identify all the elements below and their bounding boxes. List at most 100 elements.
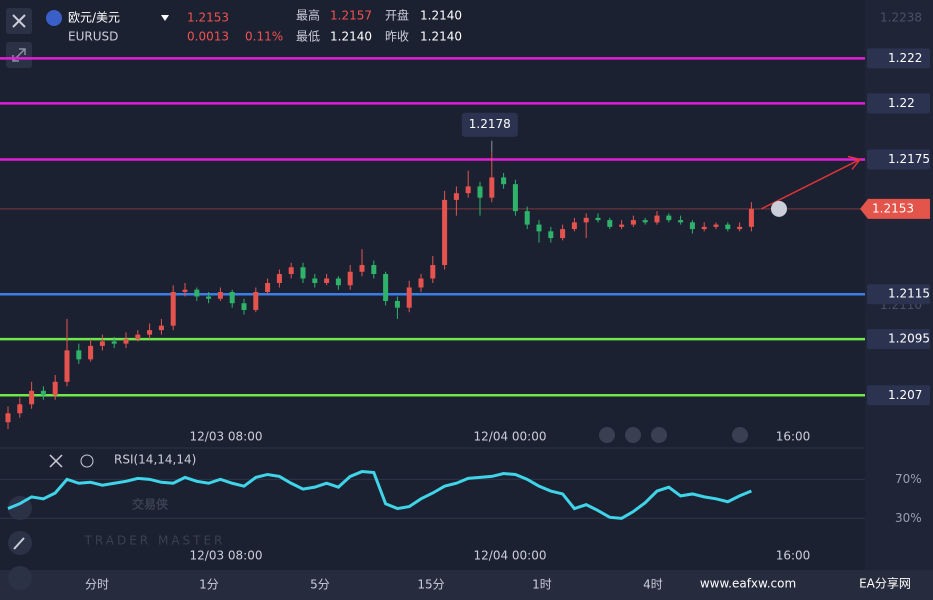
level-label-bg	[867, 149, 930, 170]
level-label: 1.22	[888, 96, 915, 110]
watermark-sub: TRADER MASTER	[84, 534, 226, 548]
nav-dot[interactable]	[599, 427, 615, 443]
candle-body	[335, 278, 341, 286]
candle-body	[229, 291, 235, 304]
candle-body	[217, 291, 223, 299]
candle-body	[300, 267, 306, 279]
candle-body	[430, 265, 436, 279]
candle-body	[206, 296, 212, 299]
instrument-name: 欧元/美元	[68, 11, 120, 25]
nav-dot[interactable]	[625, 427, 641, 443]
candle-body	[678, 220, 684, 223]
candle-body	[170, 291, 176, 326]
candle-body	[725, 224, 731, 230]
candle-body	[607, 220, 613, 227]
stat-label: 昨收	[385, 30, 409, 44]
level-label: 1.207	[888, 388, 922, 402]
price: 1.2153	[187, 11, 229, 25]
level-label-bg	[867, 48, 930, 69]
candle-body	[241, 303, 247, 310]
change: 0.0013	[187, 30, 229, 44]
candle-body	[359, 265, 365, 272]
watermark-logo: 交易侠	[132, 497, 169, 512]
stat-label: 开盘	[385, 8, 409, 23]
candle-body	[29, 390, 35, 405]
candle-body	[276, 274, 282, 283]
candle-body	[40, 390, 46, 396]
stat-value: 1.2140	[420, 9, 462, 23]
nav-dot[interactable]	[732, 427, 748, 443]
site-name: EA分享网	[859, 576, 911, 591]
candle-body	[560, 229, 566, 239]
level-label-bg	[867, 93, 930, 114]
candle-body	[5, 413, 11, 423]
timeframe-tab[interactable]: 1分	[199, 578, 219, 592]
candle-body	[64, 350, 70, 382]
max-label-bg	[461, 112, 518, 137]
rsi-settings[interactable]	[80, 454, 94, 468]
level-label: 1.2175	[888, 152, 930, 166]
timeframe-bar	[0, 570, 933, 600]
candle-body	[394, 300, 400, 308]
candle-body	[501, 177, 507, 185]
nav-dot[interactable]	[651, 427, 667, 443]
stat-value: 1.2140	[420, 30, 462, 44]
level-label: 1.2115	[888, 287, 930, 301]
rsi-tick-label: 70%	[895, 472, 922, 486]
level-label: 1.2095	[888, 332, 930, 346]
candle-body	[442, 199, 448, 266]
time-label: 12/04 00:00	[474, 430, 547, 444]
price-tag	[860, 198, 930, 219]
candle-body	[253, 291, 259, 310]
candle-body	[123, 339, 129, 344]
stat-value: 1.2157	[330, 9, 372, 23]
symbol: EURUSD	[68, 30, 118, 44]
candle-body	[489, 177, 495, 198]
flag	[46, 10, 62, 26]
stat-label: 最低	[296, 30, 320, 44]
candle-body	[88, 345, 94, 360]
timeframe-tab[interactable]: 15分	[417, 578, 444, 592]
candle-body	[347, 271, 353, 286]
stat-value: 1.2140	[330, 30, 372, 44]
level-label-bg	[867, 284, 930, 305]
candle-body	[619, 224, 625, 227]
candle-body	[371, 265, 377, 275]
candle-body	[147, 330, 153, 335]
candle-body	[512, 184, 518, 212]
candle-body	[465, 186, 471, 194]
candle-body	[689, 222, 695, 230]
rsi-tick-label: 30%	[895, 511, 922, 525]
timeframe-tab[interactable]: 1时	[532, 578, 552, 592]
stat-label: 最高	[296, 8, 320, 23]
rsi-line	[7, 470, 752, 520]
candle-body	[654, 215, 660, 223]
candle-body	[666, 215, 672, 221]
tool-button[interactable]	[8, 496, 32, 520]
candle-body	[453, 193, 459, 200]
candle-body	[265, 282, 271, 292]
y-tick-label: 1.2238	[880, 10, 922, 24]
time-label: 12/03 08:00	[190, 549, 263, 563]
candle-body	[595, 217, 601, 221]
timeframe-tab[interactable]: 5分	[310, 578, 330, 592]
candle-body	[477, 186, 483, 198]
rsi-close[interactable]	[49, 454, 63, 468]
candle-body	[583, 217, 589, 223]
candle-body	[737, 226, 743, 230]
timeframe-tab[interactable]: 分时	[85, 578, 109, 592]
info-icon	[771, 200, 787, 217]
candle-body	[17, 404, 23, 414]
time-label: 12/03 08:00	[190, 430, 263, 444]
candle-body	[99, 341, 105, 346]
level-label-bg	[867, 329, 930, 350]
indicator-button[interactable]	[8, 566, 32, 590]
dropdown[interactable]	[161, 15, 169, 21]
candle-body	[324, 278, 330, 283]
last-price-label: 1.2153	[872, 201, 914, 215]
candle-body	[748, 208, 754, 227]
timeframe-tab[interactable]: 4时	[643, 578, 663, 592]
candle-body	[182, 289, 188, 292]
